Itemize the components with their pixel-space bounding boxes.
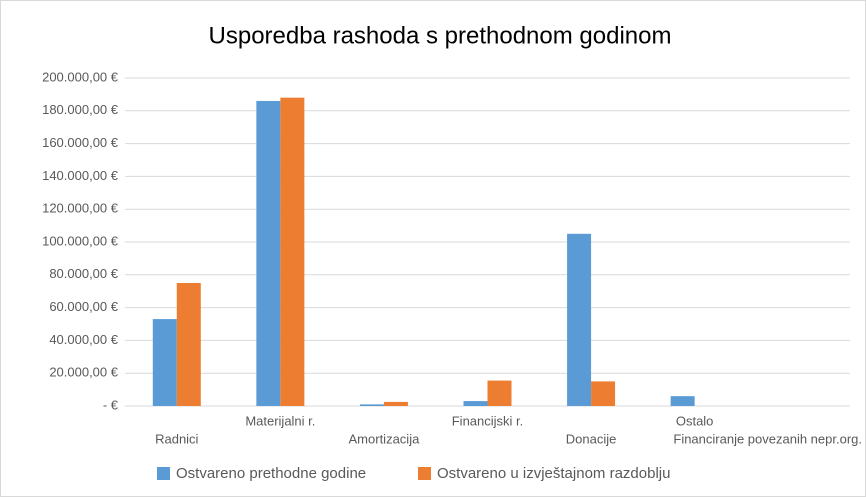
bar <box>670 396 695 406</box>
x-tick-label: Financiranje povezanih nepr.org. <box>673 431 862 446</box>
y-tick-label: - € <box>103 397 119 412</box>
y-tick-label: 180.000,00 € <box>42 102 119 117</box>
y-tick-label: 80.000,00 € <box>49 266 118 281</box>
bar <box>176 283 201 406</box>
x-tick-label: Radnici <box>155 431 198 446</box>
x-tick-label: Donacije <box>566 431 617 446</box>
legend-swatch <box>157 467 170 480</box>
y-tick-label: 140.000,00 € <box>42 168 119 183</box>
bar <box>280 97 305 407</box>
x-tick-label: Amortizacija <box>349 431 421 446</box>
bar <box>591 381 616 406</box>
bar <box>463 401 488 406</box>
y-tick-label: 100.000,00 € <box>42 233 119 248</box>
bar <box>359 404 384 406</box>
x-tick-label: Ostalo <box>676 413 714 428</box>
y-tick-label: 120.000,00 € <box>42 201 119 216</box>
bar <box>567 233 592 406</box>
y-tick-label: 20.000,00 € <box>49 365 118 380</box>
bar <box>256 100 281 407</box>
y-tick-label: 40.000,00 € <box>49 332 118 347</box>
x-tick-label: Materijalni r. <box>245 413 315 428</box>
legend-label: Ostvareno prethodne godine <box>176 465 366 482</box>
x-tick-label: Financijski r. <box>452 413 524 428</box>
y-tick-label: 60.000,00 € <box>49 299 118 314</box>
bar <box>152 319 177 406</box>
y-tick-label: 160.000,00 € <box>42 135 119 150</box>
legend-swatch <box>418 467 431 480</box>
y-tick-label: 200.000,00 € <box>42 69 119 84</box>
legend-label: Ostvareno u izvještajnom razdoblju <box>437 465 670 482</box>
bar <box>383 401 408 406</box>
chart-title: Usporedba rashoda s prethodnom godinom <box>209 22 672 49</box>
bar <box>487 380 512 406</box>
